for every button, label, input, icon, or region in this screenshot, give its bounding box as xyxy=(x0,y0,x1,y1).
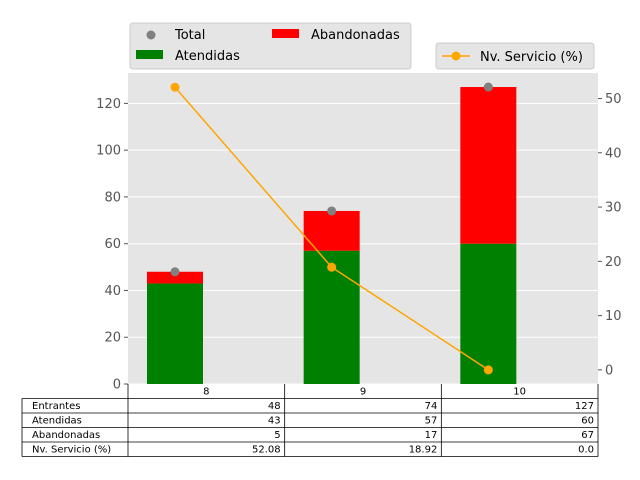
table-cell: 0.0 xyxy=(578,445,594,456)
right-tick-label: 10 xyxy=(605,309,622,324)
table-cell: 52.08 xyxy=(252,445,281,456)
table-row-label: Nv. Servicio (%) xyxy=(32,445,111,456)
table-cell: 67 xyxy=(581,430,594,441)
bars xyxy=(147,87,517,384)
total-point xyxy=(170,267,180,277)
table-cell: 127 xyxy=(575,401,594,412)
table-column-label: 10 xyxy=(513,387,526,398)
table-column-label: 8 xyxy=(203,387,209,398)
bar-abandonadas xyxy=(147,271,203,284)
bar-atendidas xyxy=(147,283,203,384)
legend-total-marker xyxy=(146,30,156,40)
legend-atendidas-swatch xyxy=(136,50,163,59)
legend-total-label: Total xyxy=(174,28,205,43)
table-column-label: 9 xyxy=(360,387,366,398)
legend-right-frame xyxy=(435,42,595,70)
bar-abandonadas xyxy=(303,210,360,251)
table-cell: 43 xyxy=(268,416,281,427)
left-tick-label: 120 xyxy=(96,97,121,112)
table-cell: 5 xyxy=(274,430,280,441)
legend-service-label: Nv. Servicio (%) xyxy=(480,50,583,65)
left-axis: 0 20 40 60 80 100 120 xyxy=(96,97,128,393)
table-row-label: Entrantes xyxy=(32,401,80,412)
table-cell: 18.92 xyxy=(409,445,438,456)
table-cell: 48 xyxy=(268,401,281,412)
right-tick-label: 30 xyxy=(605,201,622,216)
right-tick-label: 40 xyxy=(605,146,622,161)
legend-service-marker xyxy=(451,51,461,61)
table-cell: 74 xyxy=(425,401,438,412)
left-tick-label: 60 xyxy=(104,237,121,252)
data-table: 8 9 10 Entrantes 48 74 127 Atendidas 43 57 60 Aband… xyxy=(21,384,599,457)
service-level-point xyxy=(327,262,337,272)
plot-background xyxy=(128,73,598,384)
service-level-point xyxy=(170,82,180,92)
bar-atendidas xyxy=(303,250,360,384)
grid xyxy=(128,102,598,385)
right-tick-label: 20 xyxy=(605,255,622,270)
service-level-point xyxy=(483,365,493,375)
legend-left: Total Atendidas Abandonadas xyxy=(129,22,412,70)
left-tick-label: 0 xyxy=(113,378,121,393)
total-point xyxy=(327,206,337,216)
service-level-line xyxy=(170,82,493,375)
table-cell: 57 xyxy=(425,416,438,427)
left-tick-label: 40 xyxy=(104,284,121,299)
left-tick-label: 20 xyxy=(104,331,121,346)
table-row-label: Abandonadas xyxy=(32,430,100,441)
legend-atendidas-label: Atendidas xyxy=(175,49,240,64)
legend-left-frame xyxy=(129,22,412,70)
total-points xyxy=(170,82,493,277)
bar-abandonadas xyxy=(460,87,517,244)
total-point xyxy=(483,82,493,92)
bar-atendidas xyxy=(460,243,517,384)
right-axis: 0 10 20 30 40 50 xyxy=(598,92,622,378)
legend-right: Nv. Servicio (%) xyxy=(435,42,595,70)
table-cell: 60 xyxy=(581,416,594,427)
table-cell: 17 xyxy=(425,430,438,441)
legend-abandonadas-swatch xyxy=(272,29,299,38)
table-row-label: Atendidas xyxy=(32,416,82,427)
right-tick-label: 50 xyxy=(605,92,622,107)
right-tick-label: 0 xyxy=(605,363,613,378)
legend-abandonadas-label: Abandonadas xyxy=(311,28,400,43)
left-tick-label: 100 xyxy=(96,144,121,159)
left-tick-label: 80 xyxy=(104,190,121,205)
